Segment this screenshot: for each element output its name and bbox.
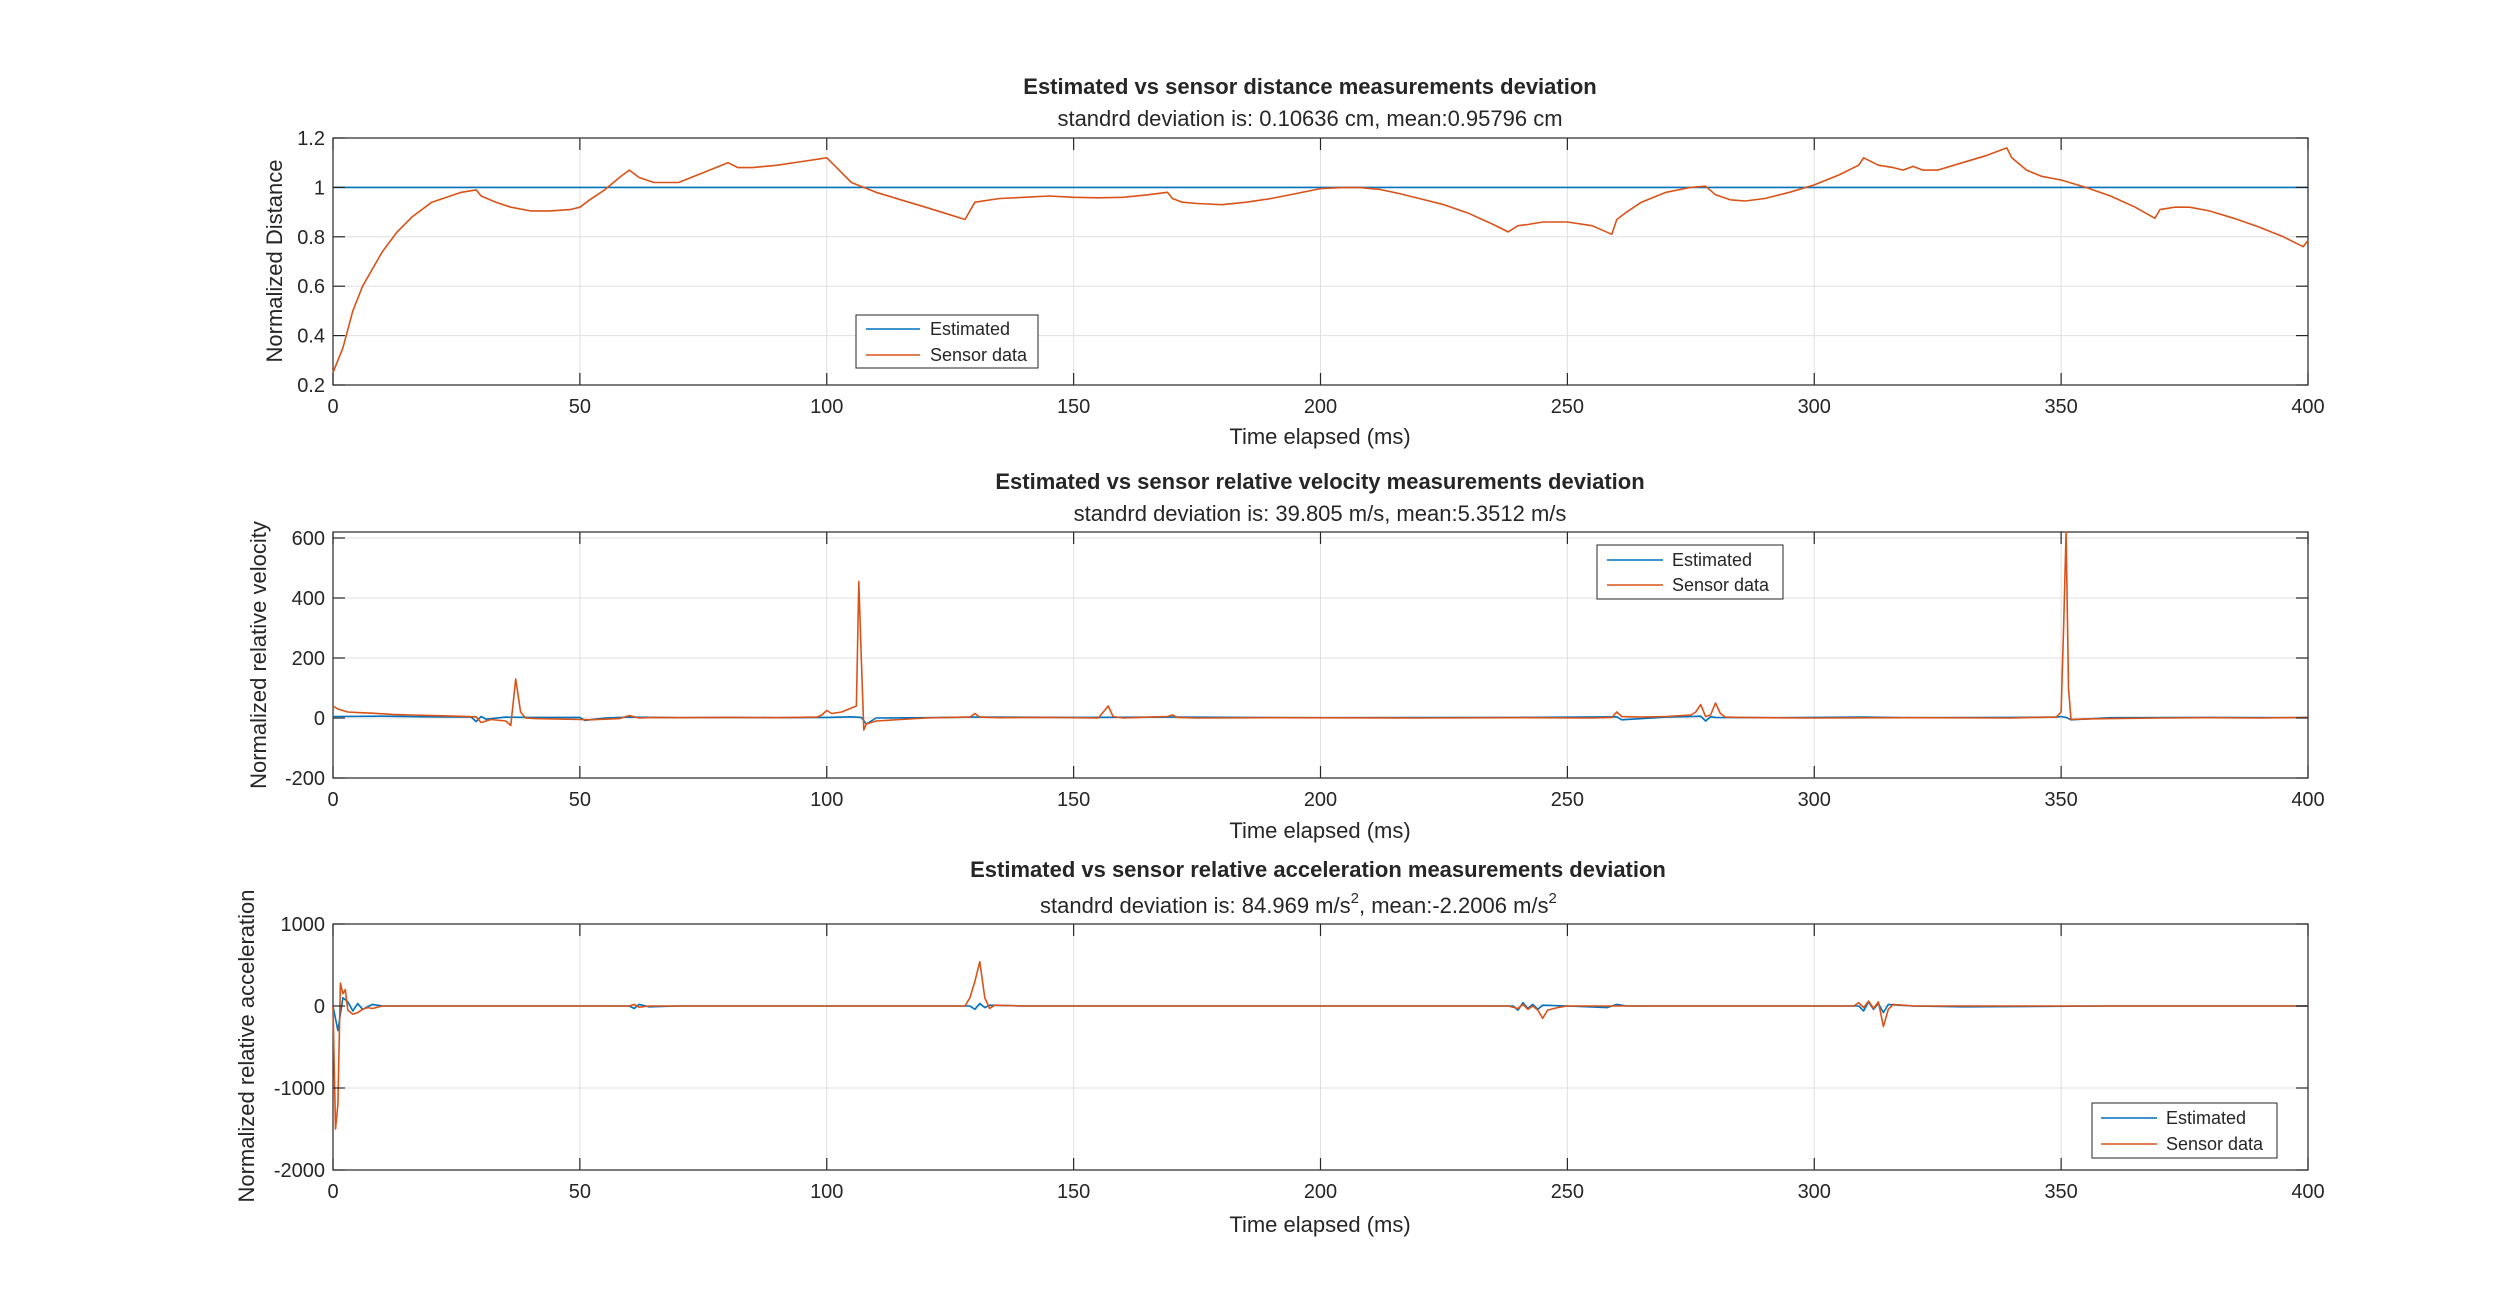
x-tick-label: 300 [1798,396,1831,418]
distance-panel: Estimated vs sensor distance measurement… [262,74,2325,449]
sensor-legend-label: Sensor data [930,345,1028,365]
acceleration-ylabel: Normalized relative acceleration [234,889,259,1202]
y-tick-label: 1.2 [297,128,325,150]
distance-legend[interactable]: Estimated Sensor data [855,314,1039,369]
x-tick-label: 400 [2291,789,2324,811]
velocity-ylabel: Normalized relative velocity [246,521,271,789]
acceleration-title: Estimated vs sensor relative acceleratio… [970,857,1666,882]
x-tick-label: 0 [327,789,338,811]
x-tick-label: 150 [1057,1181,1090,1203]
y-tick-label: 600 [292,528,325,550]
acceleration-xlabel: Time elapsed (ms) [1229,1212,1410,1237]
legend-box [2091,1102,2278,1159]
distance-subtitle: standrd deviation is: 0.10636 cm, mean:0… [1057,106,1562,131]
acceleration-ticks: 0 50 100 150 200 250 300 350 400 -2000 -1000 0 1000 [274,914,2325,1203]
distance-ylabel: Normalized Distance [262,160,287,363]
y-tick-label: 0.2 [297,375,325,397]
x-tick-label: 0 [327,1181,338,1203]
legend-box [1596,544,1784,600]
velocity-panel: Estimated vs sensor relative velocity me… [246,469,2325,843]
sensor-data-series-line [332,960,2308,1130]
x-tick-label: 250 [1551,789,1584,811]
sensor-data-series-line [332,531,2309,731]
y-tick-label: 0.8 [297,227,325,249]
velocity-legend[interactable]: Estimated Sensor data [1596,544,1784,600]
acceleration-std-text: standrd deviation is: 84.969 m/s [1040,893,1351,918]
x-tick-label: 300 [1798,789,1831,811]
x-tick-label: 50 [569,1181,591,1203]
velocity-xlabel: Time elapsed (ms) [1229,818,1410,843]
velocity-lines [332,531,2309,731]
y-tick-label: 0 [314,708,325,730]
x-tick-label: 250 [1551,396,1584,418]
distance-lines [332,147,2309,373]
estimated-legend-label: Estimated [1672,550,1752,570]
velocity-subtitle: standrd deviation is: 39.805 m/s, mean:5… [1074,501,1567,526]
legend-box [855,314,1039,369]
distance-xlabel: Time elapsed (ms) [1229,424,1410,449]
y-tick-label: 0.6 [297,276,325,298]
x-tick-label: 50 [569,789,591,811]
x-tick-label: 200 [1304,789,1337,811]
x-tick-label: 200 [1304,396,1337,418]
acceleration-lines [332,960,2308,1130]
y-tick-label: -200 [285,768,325,790]
sensor-legend-label: Sensor data [2166,1134,2264,1154]
y-tick-label: 400 [292,588,325,610]
distance-title: Estimated vs sensor distance measurement… [1023,74,1596,99]
std-unit-superscript: 2 [1351,890,1359,907]
acceleration-legend[interactable]: Estimated Sensor data [2091,1102,2278,1159]
x-tick-label: 350 [2044,1181,2077,1203]
y-tick-label: 200 [292,648,325,670]
x-tick-label: 400 [2291,1181,2324,1203]
distance-ticks: 0 50 100 150 200 250 300 350 400 0.2 0.4 0.6 0.8 1 1.2 [297,128,2325,418]
y-tick-label: -1000 [274,1078,325,1100]
y-tick-label: 1000 [281,914,326,936]
x-tick-label: 150 [1057,789,1090,811]
x-tick-label: 350 [2044,396,2077,418]
y-tick-label: 0.4 [297,326,325,348]
x-tick-label: 200 [1304,1181,1337,1203]
x-tick-label: 50 [569,396,591,418]
y-tick-label: 0 [314,996,325,1018]
sensor-data-series-line [332,147,2309,373]
estimated-legend-label: Estimated [930,319,1010,339]
x-tick-label: 400 [2291,396,2324,418]
acceleration-subtitle: standrd deviation is: 84.969 m/s2, mean:… [1040,890,1557,918]
x-tick-label: 0 [327,396,338,418]
x-tick-label: 100 [810,396,843,418]
x-tick-label: 350 [2044,789,2077,811]
mean-unit-superscript: 2 [1549,890,1557,907]
x-tick-label: 150 [1057,396,1090,418]
x-tick-label: 250 [1551,1181,1584,1203]
y-tick-label: -2000 [274,1160,325,1182]
y-tick-label: 1 [314,177,325,199]
x-tick-label: 100 [810,1181,843,1203]
sensor-legend-label: Sensor data [1672,575,1770,595]
x-tick-label: 300 [1798,1181,1831,1203]
acceleration-mean-text: , mean:-2.2006 m/s [1359,893,1549,918]
estimated-legend-label: Estimated [2166,1108,2246,1128]
velocity-title: Estimated vs sensor relative velocity me… [995,469,1644,494]
x-tick-label: 100 [810,789,843,811]
acceleration-panel: Estimated vs sensor relative acceleratio… [234,857,2325,1237]
